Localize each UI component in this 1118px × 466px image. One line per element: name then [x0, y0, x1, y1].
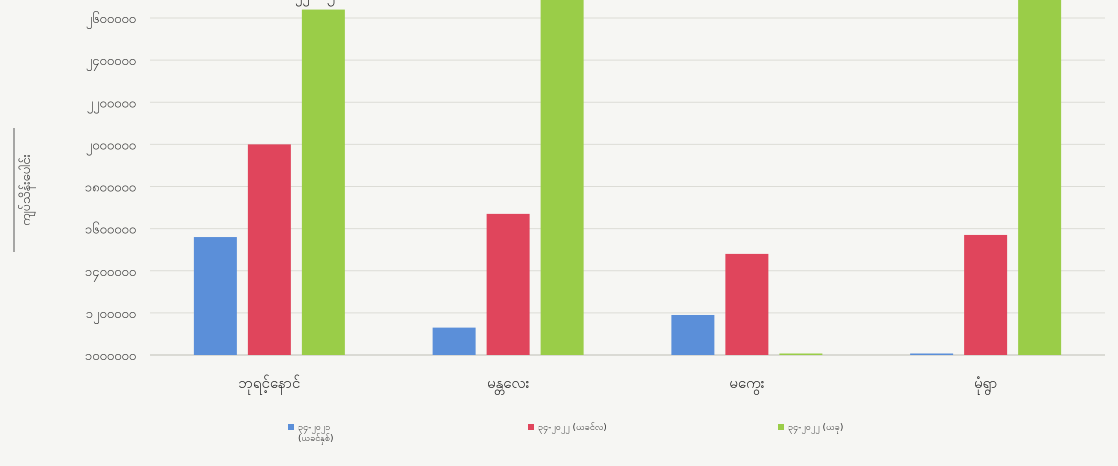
bar-1	[193, 237, 237, 355]
bar-3	[779, 353, 823, 355]
y-tick-label: ၁၆၀၀၀၀၀	[85, 222, 136, 238]
y-tick-label: ၂၂၀၀၀၀၀	[87, 96, 136, 113]
legend-swatch	[528, 424, 534, 430]
bar-1	[671, 314, 715, 355]
bar-2	[247, 144, 291, 355]
legend-label: ၃၄-၂၀၂၂ (ယခု)	[788, 423, 843, 434]
bar-2	[964, 234, 1008, 355]
y-axis-title: ကျပ်သိန်းပေါင်း	[18, 154, 36, 226]
y-tick-label: ၁၀၀၀၀၀၀	[85, 349, 136, 364]
legend-label: (ယခင်နှစ်)	[298, 433, 334, 445]
legend-label: ၃၄-၂၀၂၂ (ယခင်လ)	[538, 422, 607, 434]
legend-swatch	[288, 424, 294, 430]
y-tick-label: ၂၀၀၀၀၀၀	[86, 138, 136, 155]
y-tick-label: ၁၄၀၀၀၀၀	[85, 265, 136, 282]
y-tick-label: ၁၈၀၀၀၀၀	[85, 181, 136, 196]
data-label: ၂၂၈၆၅၀၀	[295, 0, 352, 7]
category-label: မုံရွာ	[974, 374, 997, 395]
legend-swatch	[778, 424, 784, 430]
bar-3	[540, 0, 584, 356]
category-label: ဘုရင့်နောင်	[238, 374, 300, 395]
legend-label: ၃၄-၂၀၂၁	[298, 423, 330, 434]
category-label: မကွေး	[729, 374, 764, 395]
category-label: မန္တလေး	[487, 374, 530, 395]
bar-1	[432, 327, 476, 355]
y-tick-label: ၂၄၀၀၀၀၀	[86, 54, 136, 71]
bar-2	[725, 253, 769, 355]
bar-1	[910, 353, 954, 355]
y-tick-label: ၂၆၀၀၀၀၀	[86, 11, 136, 29]
bar-2	[486, 213, 530, 355]
bar-3	[301, 9, 345, 355]
bar-3	[1018, 0, 1062, 356]
y-tick-label: ၁၂၀၀၀၀၀	[86, 307, 136, 324]
